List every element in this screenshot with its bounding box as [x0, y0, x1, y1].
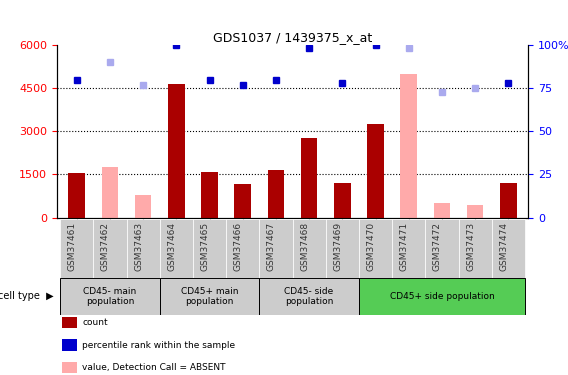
Text: value, Detection Call = ABSENT: value, Detection Call = ABSENT	[82, 363, 226, 372]
Text: CD45+ main
population: CD45+ main population	[181, 286, 238, 306]
Bar	[367, 124, 384, 218]
Text: GSM37463: GSM37463	[134, 222, 143, 272]
Bar	[60, 219, 93, 278]
Text: cell type  ▶: cell type ▶	[0, 291, 54, 301]
Bar	[226, 219, 260, 278]
Text: GSM37465: GSM37465	[201, 222, 210, 272]
Text: GSM37468: GSM37468	[300, 222, 309, 272]
Bar	[359, 219, 392, 278]
Text: CD45- side
population: CD45- side population	[285, 286, 334, 306]
Bar	[127, 219, 160, 278]
Bar	[260, 219, 293, 278]
Text: GSM37461: GSM37461	[68, 222, 77, 272]
Text: GSM37473: GSM37473	[466, 222, 475, 272]
Bar	[325, 219, 359, 278]
Bar	[433, 203, 450, 217]
Text: GSM37467: GSM37467	[267, 222, 276, 272]
Text: GSM37466: GSM37466	[233, 222, 243, 272]
Bar	[492, 219, 525, 278]
Bar	[102, 167, 118, 217]
Bar	[160, 219, 193, 278]
Text: GSM37472: GSM37472	[433, 222, 442, 271]
Bar	[135, 195, 152, 217]
Text: percentile rank within the sample: percentile rank within the sample	[82, 340, 236, 350]
Bar	[359, 278, 525, 315]
Bar	[400, 74, 417, 217]
Title: GDS1037 / 1439375_x_at: GDS1037 / 1439375_x_at	[213, 31, 372, 44]
Text: GSM37471: GSM37471	[400, 222, 409, 272]
Bar	[160, 278, 260, 315]
Bar	[193, 219, 226, 278]
Bar	[334, 183, 350, 218]
Text: count: count	[82, 318, 108, 327]
Bar	[60, 278, 160, 315]
Text: GSM37462: GSM37462	[101, 222, 110, 271]
Bar	[201, 171, 218, 217]
Bar	[68, 173, 85, 217]
Bar	[392, 219, 425, 278]
Bar	[260, 278, 359, 315]
Bar	[301, 138, 318, 218]
Text: GSM37469: GSM37469	[333, 222, 343, 272]
Text: CD45- main
population: CD45- main population	[83, 286, 136, 306]
Bar	[467, 205, 483, 218]
Bar	[168, 84, 185, 218]
Bar	[458, 219, 492, 278]
Bar	[500, 183, 517, 218]
Bar	[425, 219, 458, 278]
Text: GSM37470: GSM37470	[366, 222, 375, 272]
Text: CD45+ side population: CD45+ side population	[390, 292, 494, 301]
Text: GSM37474: GSM37474	[499, 222, 508, 271]
Bar	[293, 219, 325, 278]
Bar	[93, 219, 127, 278]
Text: GSM37464: GSM37464	[168, 222, 176, 271]
Bar	[235, 184, 251, 218]
Bar	[268, 170, 284, 217]
